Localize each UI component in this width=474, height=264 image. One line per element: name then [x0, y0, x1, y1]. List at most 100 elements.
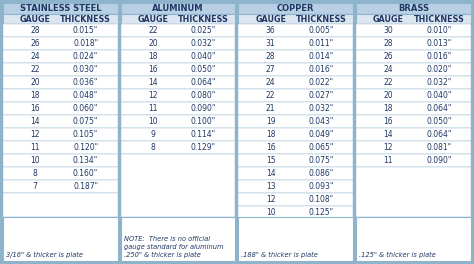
Bar: [356, 37, 471, 50]
Text: 0.016": 0.016": [309, 65, 334, 74]
Text: 0.036": 0.036": [73, 78, 98, 87]
Text: 0.093": 0.093": [309, 182, 334, 191]
Text: .125" & thicker is plate: .125" & thicker is plate: [359, 252, 436, 258]
Bar: [356, 154, 471, 167]
Bar: [238, 102, 353, 115]
Text: 24: 24: [30, 52, 40, 61]
Bar: [356, 76, 471, 89]
Bar: [3, 154, 118, 167]
Bar: [121, 50, 236, 63]
Bar: [238, 206, 353, 219]
Text: 8: 8: [33, 169, 37, 178]
Bar: [3, 217, 118, 261]
Bar: [356, 89, 471, 102]
Bar: [3, 50, 118, 63]
Text: THICKNESS: THICKNESS: [296, 15, 346, 23]
Text: 19: 19: [266, 117, 275, 126]
Text: 11: 11: [383, 156, 393, 165]
Text: 0.125": 0.125": [309, 208, 334, 217]
Bar: [3, 128, 118, 141]
Text: 0.027": 0.027": [309, 91, 334, 100]
Bar: [121, 102, 236, 115]
Text: 0.060": 0.060": [73, 104, 98, 113]
Text: 0.086": 0.086": [309, 169, 334, 178]
Bar: [121, 14, 236, 24]
Text: 22: 22: [266, 91, 275, 100]
Text: GAUGE: GAUGE: [255, 15, 286, 23]
Text: 12: 12: [30, 130, 40, 139]
Bar: [238, 193, 353, 206]
Text: 0.043": 0.043": [309, 117, 334, 126]
Text: 8: 8: [151, 143, 155, 152]
Bar: [3, 89, 118, 102]
Bar: [3, 63, 118, 76]
Bar: [3, 102, 118, 115]
Text: 31: 31: [266, 39, 275, 48]
Text: 0.040": 0.040": [191, 52, 216, 61]
Text: GAUGE: GAUGE: [137, 15, 168, 23]
Text: 0.108": 0.108": [309, 195, 334, 204]
Bar: [238, 76, 353, 89]
Text: THICKNESS: THICKNESS: [60, 15, 111, 23]
Text: 20: 20: [30, 78, 40, 87]
Text: 0.032": 0.032": [191, 39, 216, 48]
Text: 0.134": 0.134": [73, 156, 98, 165]
Text: 0.129": 0.129": [191, 143, 216, 152]
Text: 0.030": 0.030": [73, 65, 98, 74]
Bar: [238, 141, 353, 154]
Text: 10: 10: [148, 117, 158, 126]
Bar: [3, 24, 118, 37]
Text: 18: 18: [30, 91, 40, 100]
Bar: [238, 3, 353, 14]
Text: 0.187": 0.187": [73, 182, 98, 191]
Text: 11: 11: [30, 143, 40, 152]
Text: 0.050": 0.050": [426, 117, 452, 126]
Text: 0.064": 0.064": [426, 130, 452, 139]
Bar: [121, 3, 236, 14]
Text: 0.005": 0.005": [309, 26, 334, 35]
Text: 27: 27: [266, 65, 275, 74]
Bar: [238, 89, 353, 102]
Text: 0.040": 0.040": [426, 91, 452, 100]
Text: 24: 24: [266, 78, 275, 87]
Bar: [121, 63, 236, 76]
Text: 24: 24: [383, 65, 393, 74]
Bar: [356, 14, 471, 24]
Bar: [3, 180, 118, 193]
Text: 0.025": 0.025": [191, 26, 216, 35]
Text: 9: 9: [150, 130, 155, 139]
Text: 0.064": 0.064": [426, 104, 452, 113]
Bar: [238, 167, 353, 180]
Bar: [356, 3, 471, 14]
Text: 7: 7: [33, 182, 37, 191]
Bar: [121, 115, 236, 128]
Bar: [3, 14, 118, 24]
Bar: [356, 50, 471, 63]
Text: STAINLESS STEEL: STAINLESS STEEL: [19, 4, 101, 13]
Bar: [356, 141, 471, 154]
Text: 0.100": 0.100": [191, 117, 216, 126]
Text: 0.090": 0.090": [191, 104, 216, 113]
Text: NOTE:  There is no official
gauge standard for aluminum
.250" & thicker is plate: NOTE: There is no official gauge standar…: [124, 236, 223, 258]
Text: 22: 22: [30, 65, 40, 74]
Text: 0.080": 0.080": [191, 91, 216, 100]
Text: 0.013": 0.013": [426, 39, 452, 48]
Text: 0.120": 0.120": [73, 143, 98, 152]
Text: 0.010": 0.010": [426, 26, 452, 35]
Text: 0.016": 0.016": [426, 52, 452, 61]
Bar: [356, 102, 471, 115]
Text: GAUGE: GAUGE: [373, 15, 404, 23]
Text: THICKNESS: THICKNESS: [178, 15, 229, 23]
Text: 16: 16: [383, 117, 393, 126]
Text: 0.022": 0.022": [309, 78, 334, 87]
Bar: [356, 167, 471, 217]
Text: 20: 20: [383, 91, 393, 100]
Text: 13: 13: [266, 182, 275, 191]
Bar: [121, 37, 236, 50]
Text: 0.064": 0.064": [191, 78, 216, 87]
Text: 0.160": 0.160": [73, 169, 98, 178]
Text: 0.075": 0.075": [309, 156, 334, 165]
Text: 21: 21: [266, 104, 275, 113]
Bar: [121, 141, 236, 154]
Text: 22: 22: [383, 78, 393, 87]
